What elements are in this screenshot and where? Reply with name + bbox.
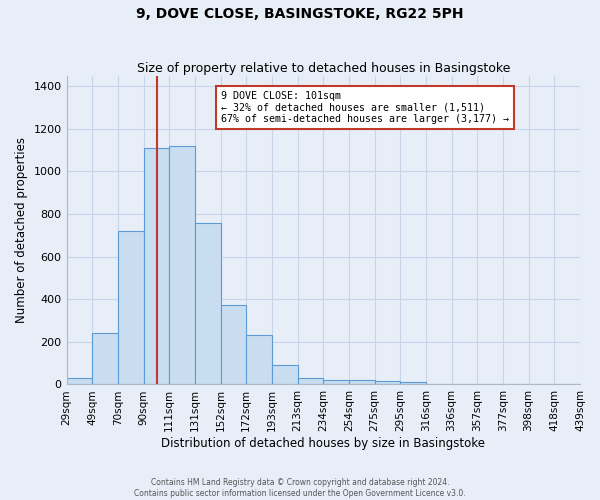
- Bar: [349, 380, 374, 384]
- Text: 9 DOVE CLOSE: 101sqm
← 32% of detached houses are smaller (1,511)
67% of semi-de: 9 DOVE CLOSE: 101sqm ← 32% of detached h…: [221, 91, 509, 124]
- X-axis label: Distribution of detached houses by size in Basingstoke: Distribution of detached houses by size …: [161, 437, 485, 450]
- Bar: [400, 382, 426, 384]
- Bar: [169, 146, 195, 384]
- Bar: [143, 148, 169, 384]
- Text: 9, DOVE CLOSE, BASINGSTOKE, RG22 5PH: 9, DOVE CLOSE, BASINGSTOKE, RG22 5PH: [136, 8, 464, 22]
- Bar: [92, 334, 118, 384]
- Bar: [67, 378, 92, 384]
- Bar: [323, 380, 349, 384]
- Bar: [272, 366, 298, 384]
- Bar: [374, 382, 400, 384]
- Bar: [298, 378, 323, 384]
- Y-axis label: Number of detached properties: Number of detached properties: [15, 137, 28, 323]
- Title: Size of property relative to detached houses in Basingstoke: Size of property relative to detached ho…: [137, 62, 510, 74]
- Bar: [195, 222, 221, 384]
- Bar: [221, 304, 246, 384]
- Bar: [246, 336, 272, 384]
- Bar: [118, 231, 143, 384]
- Text: Contains HM Land Registry data © Crown copyright and database right 2024.
Contai: Contains HM Land Registry data © Crown c…: [134, 478, 466, 498]
